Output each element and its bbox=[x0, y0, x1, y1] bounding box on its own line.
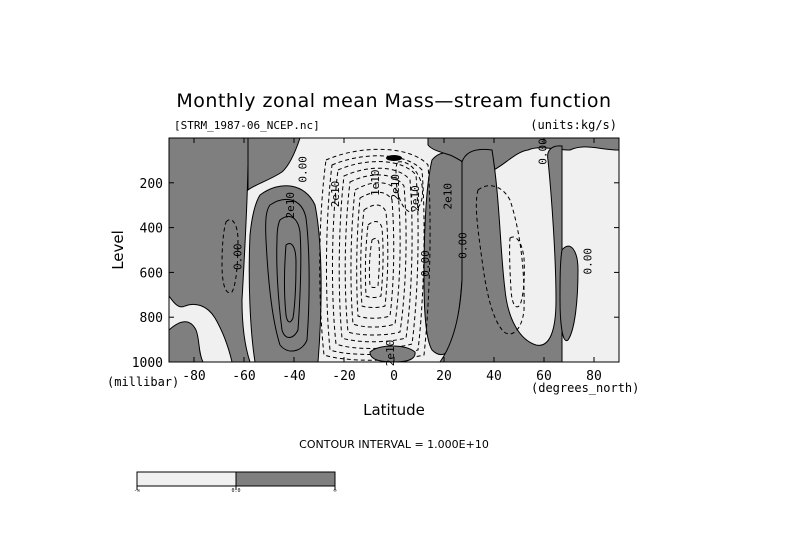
contour-label: 2e10 bbox=[384, 340, 397, 367]
contour-label: 2e10 bbox=[409, 185, 422, 212]
colorbar-label: ∞ bbox=[333, 488, 336, 494]
contour-line bbox=[276, 216, 302, 338]
colorbar-label: -∞ bbox=[134, 488, 140, 494]
contour-label: 1e10 bbox=[369, 170, 382, 197]
positive-region-north-right bbox=[439, 145, 563, 362]
x-unit-label: (degrees_north) bbox=[531, 381, 639, 395]
contour-line bbox=[319, 148, 431, 361]
x-axis-label: Latitude bbox=[363, 401, 425, 419]
y-axis: 200 400 600 800 1000 bbox=[132, 177, 619, 371]
y-unit-label: (millibar) bbox=[107, 375, 179, 389]
contour-line-negative-south bbox=[221, 219, 239, 294]
contour-interval: CONTOUR INTERVAL = 1.000E+10 bbox=[299, 438, 489, 451]
contour-line bbox=[395, 161, 423, 213]
contour-label: 0.00 bbox=[582, 248, 595, 275]
contour-line bbox=[360, 204, 389, 308]
contour-line bbox=[284, 243, 297, 323]
positive-region-south bbox=[169, 138, 251, 362]
contour-label: 0.00 bbox=[537, 138, 550, 165]
hadley-contours bbox=[319, 148, 431, 361]
contour-line-negative-north-inner bbox=[509, 236, 525, 308]
x-tick-label: 80 bbox=[586, 369, 602, 384]
y-axis-label: Level bbox=[109, 230, 127, 270]
x-tick-label: -40 bbox=[282, 369, 305, 384]
chart-title: Monthly zonal mean Mass—stream function bbox=[176, 90, 611, 112]
contour-label: 0.00 bbox=[232, 243, 245, 270]
x-tick-label: 20 bbox=[436, 369, 452, 384]
colorbar-labels: -∞ 0.0 ∞ bbox=[134, 488, 337, 494]
y-tick-label: 1000 bbox=[132, 356, 163, 371]
colorbar: -∞ 0.0 ∞ bbox=[134, 471, 337, 494]
units-label: (units:kg/s) bbox=[530, 118, 617, 132]
positive-blob-top bbox=[386, 155, 402, 161]
x-tick-label: 60 bbox=[536, 369, 552, 384]
contour-label: 0.00 bbox=[419, 250, 432, 277]
positive-blob-bottom bbox=[369, 345, 416, 362]
y-tick-label: 400 bbox=[140, 222, 163, 237]
x-tick-label: 40 bbox=[486, 369, 502, 384]
contour-label: 2e10 bbox=[284, 192, 297, 219]
positive-region-southpole bbox=[169, 321, 204, 362]
contour-line bbox=[331, 161, 419, 349]
contour-line bbox=[350, 182, 401, 328]
colorbar-label: 0.0 bbox=[231, 488, 240, 494]
contour-label: 0.00 bbox=[297, 156, 310, 183]
colorbar-negative-swatch bbox=[136, 471, 237, 487]
positive-cell-polar bbox=[559, 245, 579, 342]
positive-cell-ferrel bbox=[247, 138, 301, 191]
contour-label: 2e10 bbox=[329, 181, 342, 208]
file-label: [STRM_1987-06_NCEP.nc] bbox=[174, 119, 320, 132]
contour-line bbox=[325, 155, 425, 355]
contour-line bbox=[344, 174, 407, 336]
contour-line bbox=[265, 198, 310, 352]
contour-line bbox=[364, 221, 384, 298]
x-tick-label: -80 bbox=[182, 369, 205, 384]
y-tick-label: 800 bbox=[140, 311, 163, 326]
plot-area bbox=[169, 138, 619, 362]
x-tick-label: -60 bbox=[232, 369, 255, 384]
x-tick-label: 0 bbox=[390, 369, 398, 384]
contour-line bbox=[356, 191, 395, 319]
contour-label: 2e10 bbox=[442, 183, 455, 210]
x-tick-label: -20 bbox=[332, 369, 355, 384]
x-axis: -80 -60 -40 -20 0 20 40 60 80 bbox=[182, 138, 602, 384]
contour-label: 2e10 bbox=[389, 174, 402, 201]
y-tick-label: 600 bbox=[140, 266, 163, 281]
colorbar-positive-swatch bbox=[235, 471, 336, 487]
contour-line-negative-north bbox=[475, 185, 525, 335]
contour-label: 0.00 bbox=[457, 232, 470, 259]
y-tick-label: 200 bbox=[140, 177, 163, 192]
